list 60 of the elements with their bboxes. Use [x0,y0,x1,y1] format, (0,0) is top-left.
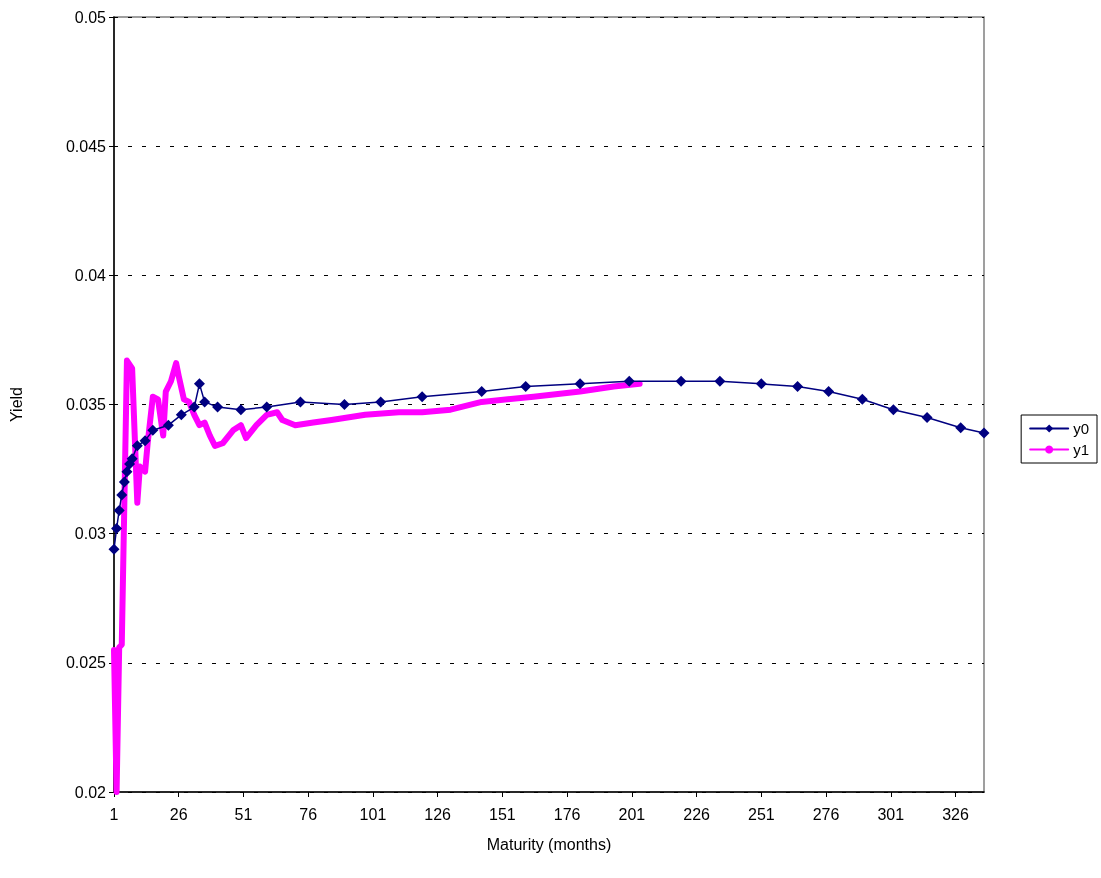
point [113,504,125,516]
x-tick-label: 126 [424,805,452,823]
point [212,401,224,413]
point [416,391,428,403]
point [887,404,899,416]
point [147,424,159,436]
point [338,399,350,410]
point [955,422,967,434]
y-tick-label: 0.045 [65,137,107,155]
y-tick-label: 0.04 [74,266,107,284]
point [175,409,187,421]
point [921,411,933,423]
point [375,396,387,408]
x-axis-title: Maturity (months) [486,835,612,853]
point [675,375,687,387]
point [108,543,120,555]
point [294,396,306,408]
x-tick-label: 151 [489,805,516,823]
x-tick-label: 251 [747,805,775,823]
point [755,378,767,390]
point [139,435,151,447]
point [116,489,128,501]
x-tick-label: 51 [234,805,253,823]
point [574,378,586,390]
x-tick-label: 1 [109,805,119,823]
x-tick-label: 101 [359,805,387,823]
x-tick-label: 176 [553,805,581,823]
point [261,401,273,413]
point [193,378,205,390]
legend-label: y1 [1073,441,1089,458]
point [131,440,143,452]
point [199,396,211,408]
x-tick-label: 301 [877,805,905,823]
point [623,375,635,387]
point [118,476,130,488]
point [111,523,123,534]
point [476,386,488,398]
y-tick-label: 0.025 [65,654,107,672]
y-tick-label: 0.05 [74,8,107,26]
point [162,419,174,431]
point [188,401,200,413]
point [823,386,835,398]
point [714,375,726,387]
y-tick-label: 0.035 [65,396,107,413]
legend-label: y0 [1073,420,1089,437]
y-tick-label: 0.03 [74,525,107,543]
x-tick-label: 76 [299,805,318,823]
point [978,427,990,439]
point [235,404,247,416]
point [792,380,804,392]
point [121,466,133,478]
x-tick-label: 276 [812,805,840,823]
point [856,393,868,405]
x-tick-label: 226 [683,805,711,823]
x-tick-label: 326 [942,805,969,823]
x-tick-label: 201 [618,805,646,823]
x-tick-label: 26 [169,805,188,823]
y-tick-label: 0.02 [74,783,107,801]
point [520,380,532,392]
y-axis-title: Yield [7,387,25,422]
